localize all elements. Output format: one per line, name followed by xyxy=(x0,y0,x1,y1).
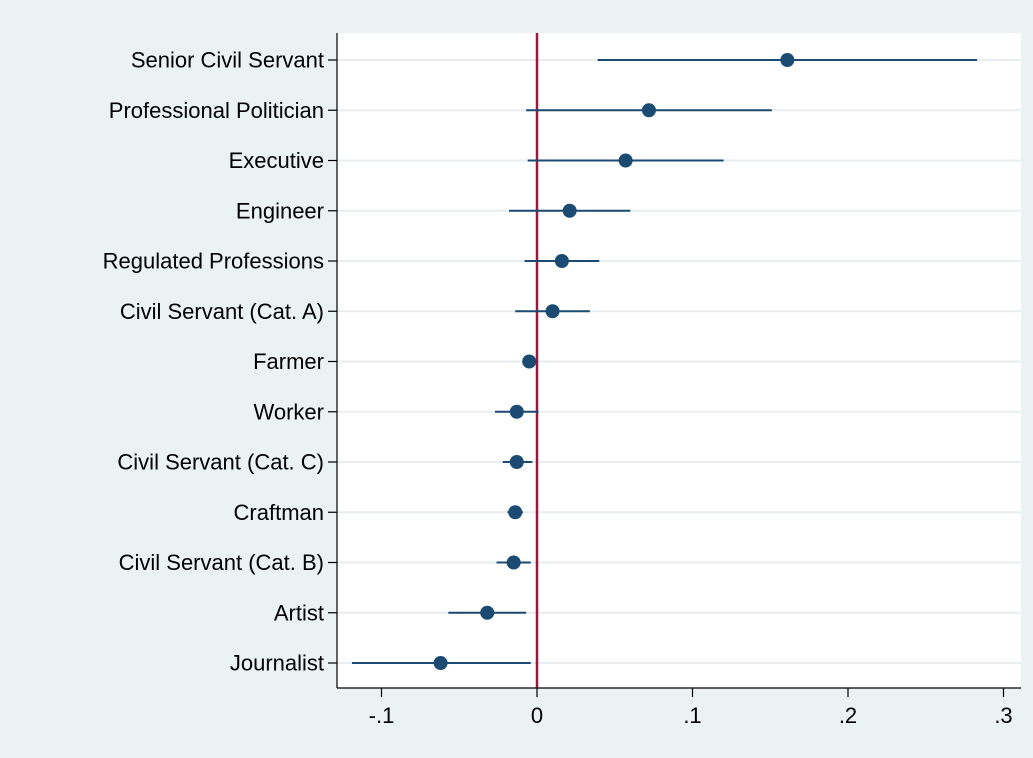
y-tick-label: Regulated Professions xyxy=(103,249,324,274)
point-estimate-marker xyxy=(641,103,656,118)
point-estimate-marker xyxy=(509,455,524,469)
y-tick-label: Civil Servant (Cat. C) xyxy=(117,450,324,475)
y-tick-label: Farmer xyxy=(253,349,324,374)
x-tick-label: 0 xyxy=(531,703,543,728)
y-tick-label: Artist xyxy=(274,600,324,625)
point-estimate-marker xyxy=(433,656,448,670)
x-ticks: -.1 0 .1 .2 .3 xyxy=(369,688,1013,728)
point-estimate-marker xyxy=(780,53,795,67)
y-tick-label: Journalist xyxy=(230,651,324,676)
y-tick-label: Craftman xyxy=(234,500,324,525)
x-tick-label: -.1 xyxy=(369,703,395,728)
y-tick-label: Professional Politician xyxy=(109,98,324,123)
point-estimate-marker xyxy=(618,153,633,168)
point-estimates xyxy=(433,53,795,670)
point-estimate-marker xyxy=(506,555,521,570)
y-tick-label: Worker xyxy=(254,399,325,424)
y-tick-label: Civil Servant (Cat. A) xyxy=(120,299,324,324)
point-estimate-marker xyxy=(480,605,495,620)
point-estimate-marker xyxy=(554,254,569,268)
point-estimate-marker xyxy=(508,505,523,520)
point-estimate-marker xyxy=(509,404,524,419)
y-tick-label: Senior Civil Servant xyxy=(131,48,324,73)
x-tick-label: .2 xyxy=(839,703,857,728)
y-tick-label: Civil Servant (Cat. B) xyxy=(119,550,324,575)
y-ticks: Senior Civil Servant Professional Politic… xyxy=(103,48,337,676)
x-tick-label: .1 xyxy=(683,703,701,728)
point-estimate-marker xyxy=(562,203,577,218)
x-tick-label: .3 xyxy=(994,703,1012,728)
y-tick-label: Engineer xyxy=(236,198,324,223)
point-estimate-marker xyxy=(522,354,537,369)
point-estimate-marker xyxy=(545,304,560,319)
y-tick-label: Executive xyxy=(229,148,324,173)
axes xyxy=(336,33,1021,689)
